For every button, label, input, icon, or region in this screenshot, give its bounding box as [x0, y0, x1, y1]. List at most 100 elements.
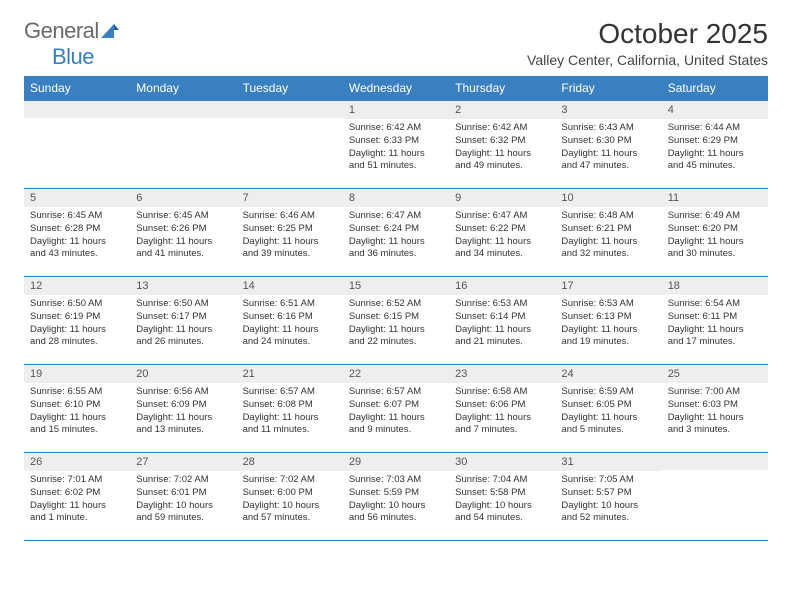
sunrise-line: Sunrise: 7:05 AM: [561, 474, 655, 487]
sunset-line: Sunset: 6:11 PM: [668, 311, 762, 324]
day-details: Sunrise: 7:03 AMSunset: 5:59 PMDaylight:…: [343, 471, 449, 531]
day-details: Sunrise: 7:02 AMSunset: 6:00 PMDaylight:…: [237, 471, 343, 531]
day-details: Sunrise: 7:00 AMSunset: 6:03 PMDaylight:…: [662, 383, 768, 443]
day-number: 21: [237, 364, 343, 383]
day-cell: 30Sunrise: 7:04 AMSunset: 5:58 PMDayligh…: [449, 452, 555, 540]
day-number: 31: [555, 452, 661, 471]
day-cell: [130, 100, 236, 188]
day-details: Sunrise: 6:50 AMSunset: 6:19 PMDaylight:…: [24, 295, 130, 355]
day-number: 30: [449, 452, 555, 471]
day-number: 12: [24, 276, 130, 295]
daylight-line: Daylight: 11 hours and 45 minutes.: [668, 148, 762, 174]
sunset-line: Sunset: 6:25 PM: [243, 223, 337, 236]
day-details: Sunrise: 6:49 AMSunset: 6:20 PMDaylight:…: [662, 207, 768, 267]
sunrise-line: Sunrise: 6:55 AM: [30, 386, 124, 399]
sunset-line: Sunset: 6:03 PM: [668, 399, 762, 412]
day-details: Sunrise: 6:52 AMSunset: 6:15 PMDaylight:…: [343, 295, 449, 355]
day-details: Sunrise: 6:47 AMSunset: 6:22 PMDaylight:…: [449, 207, 555, 267]
day-cell: [662, 452, 768, 540]
day-number: 22: [343, 364, 449, 383]
day-number: 6: [130, 188, 236, 207]
day-details: Sunrise: 6:46 AMSunset: 6:25 PMDaylight:…: [237, 207, 343, 267]
day-cell: 31Sunrise: 7:05 AMSunset: 5:57 PMDayligh…: [555, 452, 661, 540]
day-cell: 3Sunrise: 6:43 AMSunset: 6:30 PMDaylight…: [555, 100, 661, 188]
daylight-line: Daylight: 11 hours and 3 minutes.: [668, 412, 762, 438]
sunrise-line: Sunrise: 6:50 AM: [136, 298, 230, 311]
day-cell: 27Sunrise: 7:02 AMSunset: 6:01 PMDayligh…: [130, 452, 236, 540]
sunset-line: Sunset: 6:29 PM: [668, 135, 762, 148]
week-row: 12Sunrise: 6:50 AMSunset: 6:19 PMDayligh…: [24, 276, 768, 364]
daylight-line: Daylight: 11 hours and 39 minutes.: [243, 236, 337, 262]
day-cell: 1Sunrise: 6:42 AMSunset: 6:33 PMDaylight…: [343, 100, 449, 188]
daylight-line: Daylight: 11 hours and 26 minutes.: [136, 324, 230, 350]
day-number: 14: [237, 276, 343, 295]
sunset-line: Sunset: 6:17 PM: [136, 311, 230, 324]
day-cell: 10Sunrise: 6:48 AMSunset: 6:21 PMDayligh…: [555, 188, 661, 276]
sunset-line: Sunset: 6:22 PM: [455, 223, 549, 236]
sunrise-line: Sunrise: 6:54 AM: [668, 298, 762, 311]
day-details: Sunrise: 6:45 AMSunset: 6:28 PMDaylight:…: [24, 207, 130, 267]
daylight-line: Daylight: 11 hours and 32 minutes.: [561, 236, 655, 262]
sunset-line: Sunset: 6:15 PM: [349, 311, 443, 324]
sunset-line: Sunset: 6:24 PM: [349, 223, 443, 236]
daylight-line: Daylight: 11 hours and 34 minutes.: [455, 236, 549, 262]
day-cell: 18Sunrise: 6:54 AMSunset: 6:11 PMDayligh…: [662, 276, 768, 364]
day-number: 10: [555, 188, 661, 207]
sunset-line: Sunset: 6:26 PM: [136, 223, 230, 236]
daylight-line: Daylight: 11 hours and 22 minutes.: [349, 324, 443, 350]
week-row: 5Sunrise: 6:45 AMSunset: 6:28 PMDaylight…: [24, 188, 768, 276]
calendar-body: 1Sunrise: 6:42 AMSunset: 6:33 PMDaylight…: [24, 100, 768, 540]
day-number: 3: [555, 100, 661, 119]
day-cell: 8Sunrise: 6:47 AMSunset: 6:24 PMDaylight…: [343, 188, 449, 276]
sunrise-line: Sunrise: 6:47 AM: [349, 210, 443, 223]
sunset-line: Sunset: 6:08 PM: [243, 399, 337, 412]
daylight-line: Daylight: 11 hours and 24 minutes.: [243, 324, 337, 350]
sunrise-line: Sunrise: 6:42 AM: [349, 122, 443, 135]
day-cell: 29Sunrise: 7:03 AMSunset: 5:59 PMDayligh…: [343, 452, 449, 540]
day-header: Wednesday: [343, 76, 449, 100]
sunrise-line: Sunrise: 7:02 AM: [136, 474, 230, 487]
day-details: Sunrise: 6:45 AMSunset: 6:26 PMDaylight:…: [130, 207, 236, 267]
day-number: 5: [24, 188, 130, 207]
day-details: Sunrise: 6:42 AMSunset: 6:32 PMDaylight:…: [449, 119, 555, 179]
daylight-line: Daylight: 11 hours and 30 minutes.: [668, 236, 762, 262]
day-number: 11: [662, 188, 768, 207]
sunset-line: Sunset: 6:14 PM: [455, 311, 549, 324]
daylight-line: Daylight: 11 hours and 47 minutes.: [561, 148, 655, 174]
empty-day-band: [662, 452, 768, 470]
day-number: 7: [237, 188, 343, 207]
day-cell: 17Sunrise: 6:53 AMSunset: 6:13 PMDayligh…: [555, 276, 661, 364]
sunrise-line: Sunrise: 6:49 AM: [668, 210, 762, 223]
day-details: Sunrise: 6:50 AMSunset: 6:17 PMDaylight:…: [130, 295, 236, 355]
day-cell: 9Sunrise: 6:47 AMSunset: 6:22 PMDaylight…: [449, 188, 555, 276]
day-header-row: SundayMondayTuesdayWednesdayThursdayFrid…: [24, 76, 768, 100]
sunset-line: Sunset: 6:02 PM: [30, 487, 124, 500]
day-number: 4: [662, 100, 768, 119]
day-number: 9: [449, 188, 555, 207]
daylight-line: Daylight: 10 hours and 57 minutes.: [243, 500, 337, 526]
sunset-line: Sunset: 6:10 PM: [30, 399, 124, 412]
day-number: 13: [130, 276, 236, 295]
week-row: 26Sunrise: 7:01 AMSunset: 6:02 PMDayligh…: [24, 452, 768, 540]
sunrise-line: Sunrise: 6:57 AM: [243, 386, 337, 399]
month-title: October 2025: [527, 18, 768, 50]
sunset-line: Sunset: 6:32 PM: [455, 135, 549, 148]
day-details: Sunrise: 6:57 AMSunset: 6:08 PMDaylight:…: [237, 383, 343, 443]
daylight-line: Daylight: 11 hours and 5 minutes.: [561, 412, 655, 438]
sunrise-line: Sunrise: 6:52 AM: [349, 298, 443, 311]
sunrise-line: Sunrise: 7:02 AM: [243, 474, 337, 487]
sunset-line: Sunset: 5:58 PM: [455, 487, 549, 500]
daylight-line: Daylight: 11 hours and 19 minutes.: [561, 324, 655, 350]
day-cell: 6Sunrise: 6:45 AMSunset: 6:26 PMDaylight…: [130, 188, 236, 276]
sunset-line: Sunset: 6:19 PM: [30, 311, 124, 324]
sunrise-line: Sunrise: 6:53 AM: [455, 298, 549, 311]
day-header: Tuesday: [237, 76, 343, 100]
day-details: Sunrise: 6:58 AMSunset: 6:06 PMDaylight:…: [449, 383, 555, 443]
sunset-line: Sunset: 6:09 PM: [136, 399, 230, 412]
empty-day-band: [24, 100, 130, 118]
sunrise-line: Sunrise: 6:59 AM: [561, 386, 655, 399]
sunset-line: Sunset: 5:59 PM: [349, 487, 443, 500]
day-details: Sunrise: 6:55 AMSunset: 6:10 PMDaylight:…: [24, 383, 130, 443]
daylight-line: Daylight: 11 hours and 13 minutes.: [136, 412, 230, 438]
day-header: Sunday: [24, 76, 130, 100]
